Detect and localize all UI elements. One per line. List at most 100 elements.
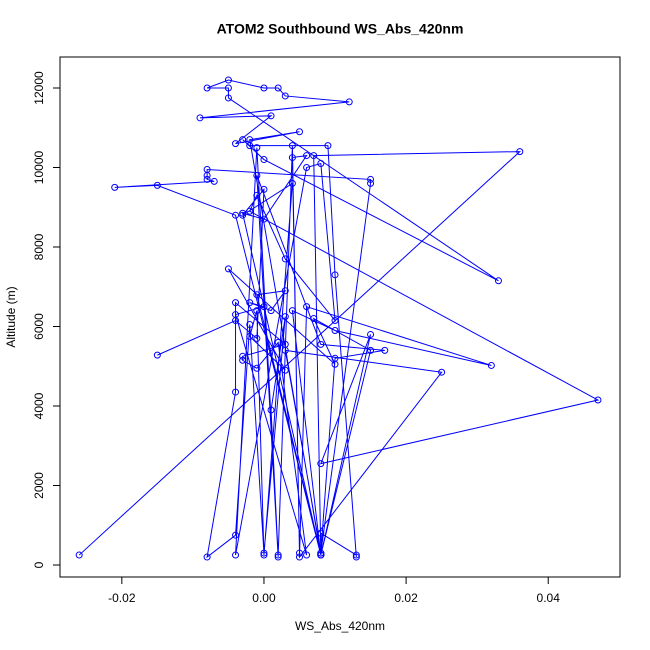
data-point: [210, 177, 218, 185]
data-point: [246, 332, 254, 340]
plot-box: [59, 56, 621, 578]
data-point: [232, 551, 240, 559]
data-point: [310, 315, 318, 323]
data-point: [260, 551, 268, 559]
chart-title: ATOM2 Southbound WS_Abs_420nm: [217, 21, 464, 37]
data-point: [232, 317, 240, 325]
data-point: [274, 551, 282, 559]
data-point: [317, 160, 325, 168]
data-point: [331, 360, 339, 368]
data-point: [317, 551, 325, 559]
data-point: [317, 340, 325, 348]
data-point: [239, 352, 247, 360]
data-point: [288, 142, 296, 150]
data-point: [324, 142, 332, 150]
data-point: [381, 346, 389, 354]
data-point: [253, 144, 261, 152]
data-point: [260, 185, 268, 193]
data-point: [345, 98, 353, 106]
data-point: [367, 175, 375, 183]
data-point: [260, 84, 268, 92]
data-point: [239, 136, 247, 144]
data-point: [224, 84, 232, 92]
data-point: [303, 152, 311, 160]
data-point: [295, 128, 303, 136]
x-tick-label: 0.02: [394, 591, 418, 605]
data-point: [267, 307, 275, 315]
data-point: [281, 287, 289, 295]
y-tick-label: 4000: [32, 392, 46, 419]
x-axis-label: WS_Abs_420nm: [295, 619, 385, 633]
data-point: [224, 76, 232, 84]
data-point: [303, 164, 311, 172]
data-point: [274, 338, 282, 346]
x-tick-label: -0.02: [108, 591, 136, 605]
data-point: [246, 299, 254, 307]
data-point: [352, 551, 360, 559]
y-tick-label: 2000: [32, 472, 46, 499]
data-point: [253, 171, 261, 179]
data-point: [203, 165, 211, 173]
data-point: [281, 255, 289, 263]
x-tick-label: 0.00: [252, 591, 276, 605]
data-point: [153, 181, 161, 189]
data-point: [246, 207, 254, 215]
data-point: [487, 361, 495, 369]
data-point: [239, 211, 247, 219]
data-point: [232, 388, 240, 396]
data-point: [224, 265, 232, 273]
data-point: [295, 553, 303, 561]
data-point: [260, 303, 268, 311]
data-point: [438, 368, 446, 376]
data-point: [288, 307, 296, 315]
data-point: [281, 340, 289, 348]
data-point: [352, 553, 360, 561]
data-point: [288, 154, 296, 162]
data-point: [367, 346, 375, 354]
data-point: [288, 179, 296, 187]
data-point: [232, 211, 240, 219]
data-point: [75, 551, 83, 559]
data-point: [232, 531, 240, 539]
data-point: [246, 136, 254, 144]
data-point: [260, 215, 268, 223]
y-tick-label: 8000: [32, 233, 46, 260]
data-point: [203, 175, 211, 183]
data-point: [331, 271, 339, 279]
data-point: [274, 84, 282, 92]
y-tick-label: 0: [32, 561, 46, 568]
data-point: [281, 366, 289, 374]
y-tick-label: 12000: [32, 71, 46, 105]
data-point: [196, 114, 204, 122]
y-tick-label: 6000: [32, 313, 46, 340]
data-point: [303, 303, 311, 311]
data-point: [232, 299, 240, 307]
data-point: [274, 553, 282, 561]
data-point: [153, 351, 161, 359]
data-point: [239, 356, 247, 364]
data-point: [253, 191, 261, 199]
data-point: [367, 179, 375, 187]
data-point: [331, 317, 339, 325]
data-point: [317, 549, 325, 557]
data-point: [253, 307, 261, 315]
data-point: [232, 140, 240, 148]
x-tick-label: 0.04: [537, 591, 561, 605]
data-point: [253, 364, 261, 372]
data-point: [310, 152, 318, 160]
data-line: [78, 79, 600, 559]
data-point: [594, 396, 602, 404]
data-point: [267, 112, 275, 120]
data-point: [203, 553, 211, 561]
data-point: [246, 321, 254, 329]
y-tick-label: 10000: [32, 150, 46, 184]
data-point: [224, 94, 232, 102]
data-point: [260, 156, 268, 164]
data-point: [317, 460, 325, 468]
data-point: [253, 334, 261, 342]
data-point: [295, 549, 303, 557]
data-point: [203, 84, 211, 92]
y-axis-label: Altitude (m): [4, 286, 18, 347]
data-point: [281, 92, 289, 100]
